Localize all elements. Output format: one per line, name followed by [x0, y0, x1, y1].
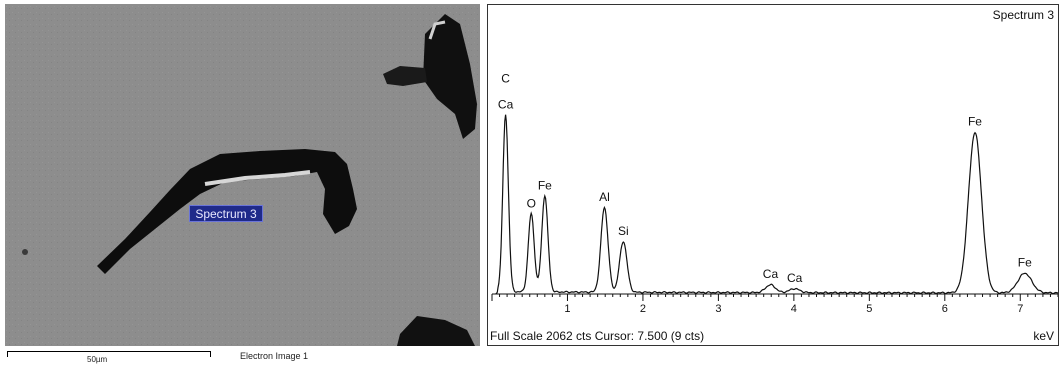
x-tick-label: 4 [791, 303, 797, 315]
spectrum-line [495, 114, 1058, 295]
x-tick-label: 3 [715, 303, 721, 315]
sem-micrograph: Spectrum 3 [5, 4, 480, 346]
peak-label-fe: Fe [1018, 255, 1032, 269]
x-tick-label: 6 [942, 303, 948, 315]
peak-label-ca: Ca [498, 98, 514, 112]
scale-bar-label: 50µm [87, 355, 108, 364]
peak-label-fe: Fe [968, 115, 982, 129]
x-tick-label: 2 [640, 303, 646, 315]
scale-bar-area: 50µm Electron Image 1 [5, 348, 480, 368]
x-tick-label: 7 [1017, 303, 1023, 315]
cavity-upper-right [423, 14, 477, 139]
peak-label-ca: Ca [763, 267, 779, 281]
cavity-bottom-right [397, 316, 475, 346]
x-tick-label: 1 [564, 303, 570, 315]
spectrum-title: Spectrum 3 [992, 8, 1054, 22]
peak-label-c: C [501, 72, 510, 86]
scale-bar [7, 351, 211, 357]
peak-label-o: O [527, 197, 536, 211]
spectrum-marker-label[interactable]: Spectrum 3 [189, 205, 263, 222]
crack-shape [97, 149, 357, 274]
peak-label-fe: Fe [538, 178, 552, 192]
x-tick-label: 5 [866, 303, 872, 315]
image-caption: Electron Image 1 [240, 351, 309, 361]
peak-label-al: Al [599, 190, 610, 204]
peak-label-ca: Ca [787, 271, 803, 285]
peak-label-si: Si [618, 224, 629, 238]
x-axis-unit: keV [1033, 329, 1054, 343]
sem-image-graphic [5, 4, 480, 346]
status-readout: Full Scale 2062 cts Cursor: 7.500 (9 cts… [490, 329, 705, 343]
eds-spectrum-panel: Spectrum 3 1 2 3 4 5 6 7 Ca C O Fe Al Si Ca Ca Fe Fe Ful… [487, 4, 1059, 346]
